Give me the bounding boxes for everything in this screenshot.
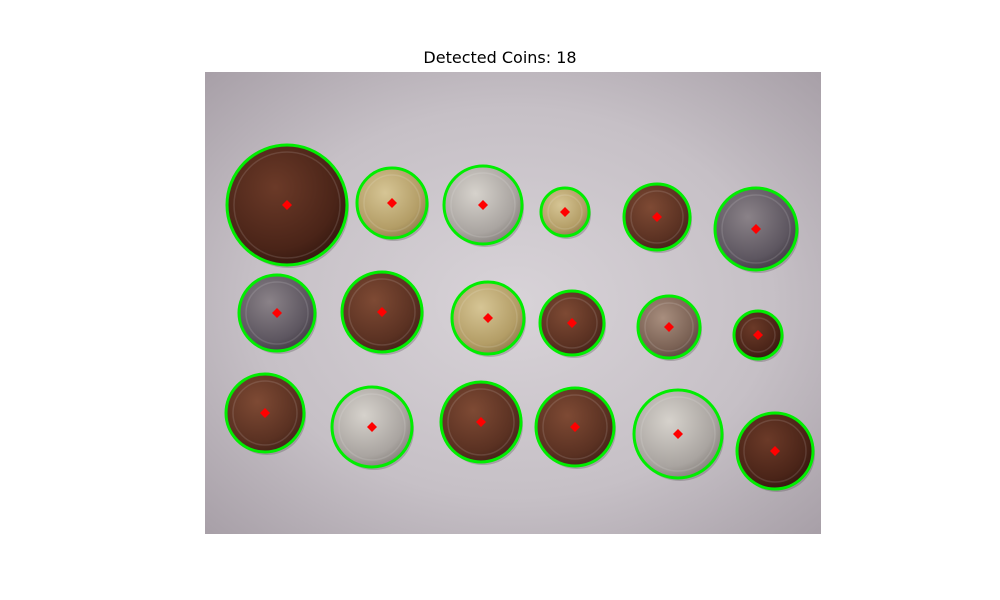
coin-detection (632, 388, 724, 481)
detection-circle (538, 289, 606, 357)
coin-detection (539, 186, 591, 239)
detection-circle (622, 182, 692, 252)
center-marker (664, 322, 674, 332)
coin-rim (740, 317, 776, 353)
detection-circle (732, 309, 784, 361)
coin-detection (735, 411, 815, 492)
detection-circle (439, 380, 523, 464)
center-marker (476, 417, 486, 427)
coin-detection (439, 380, 523, 465)
coin-detection (636, 294, 702, 361)
coin-rim (743, 419, 807, 483)
center-marker (377, 307, 387, 317)
coin-rim (721, 194, 791, 264)
detection-circle (225, 143, 349, 267)
center-marker (567, 318, 577, 328)
detection-circle (442, 164, 524, 246)
coin-detection (237, 273, 317, 354)
coin-rim (232, 380, 298, 446)
center-marker (652, 212, 662, 222)
center-marker (770, 446, 780, 456)
coin-rim (450, 172, 516, 238)
detection-circle (539, 186, 591, 238)
detection-circle (713, 186, 799, 272)
coin-rim (447, 388, 515, 456)
coin-detection (713, 186, 799, 273)
detection-circle (224, 372, 306, 454)
detection-circle (237, 273, 317, 353)
coin-rim (644, 302, 694, 352)
detection-circle (534, 386, 616, 468)
coin-rim (363, 174, 421, 232)
coin-rim (640, 396, 716, 472)
coin-rim (338, 393, 406, 461)
center-marker (753, 330, 763, 340)
detection-circle (735, 411, 815, 491)
coin-detection (330, 385, 414, 470)
detection-circle (355, 166, 429, 240)
detection-circle (632, 388, 724, 480)
coin-detection (622, 182, 692, 253)
coin-detection (732, 309, 784, 362)
center-marker (272, 308, 282, 318)
coin-rim (547, 194, 583, 230)
center-marker (478, 200, 488, 210)
figure-title: Detected Coins: 18 (423, 48, 577, 67)
detection-circle (340, 270, 424, 354)
coin-rim (458, 288, 518, 348)
coin-detection (538, 289, 606, 358)
coin-detection (355, 166, 429, 241)
detection-circle (636, 294, 702, 360)
center-marker (560, 207, 570, 217)
center-marker (570, 422, 580, 432)
coin-detections (224, 143, 815, 492)
coin-detection (442, 164, 524, 247)
center-marker (387, 198, 397, 208)
detection-circle (450, 280, 526, 356)
coin-detection (225, 143, 349, 268)
coin-detection (534, 386, 616, 469)
center-marker (260, 408, 270, 418)
center-marker (282, 200, 292, 210)
coin-detection (224, 372, 306, 455)
center-marker (751, 224, 761, 234)
coin-rim (245, 281, 309, 345)
coin-rim (348, 278, 416, 346)
coin-rim (233, 151, 341, 259)
center-marker (483, 313, 493, 323)
coin-photo (205, 72, 821, 534)
center-marker (367, 422, 377, 432)
detection-circle (330, 385, 414, 469)
center-marker (673, 429, 683, 439)
coin-detection (340, 270, 424, 355)
coin-rim (542, 394, 608, 460)
coin-detection (450, 280, 526, 357)
coin-rim (546, 297, 598, 349)
coin-rim (630, 190, 684, 244)
